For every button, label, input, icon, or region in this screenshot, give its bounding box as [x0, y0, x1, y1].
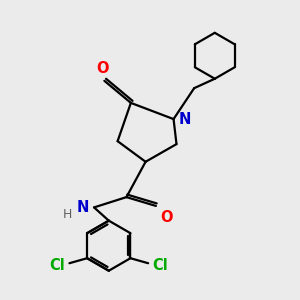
Text: O: O — [97, 61, 109, 76]
Text: Cl: Cl — [152, 258, 168, 273]
Text: N: N — [76, 200, 89, 215]
Text: Cl: Cl — [49, 258, 65, 273]
Text: N: N — [179, 112, 191, 127]
Text: H: H — [63, 208, 73, 221]
Text: O: O — [160, 210, 173, 225]
